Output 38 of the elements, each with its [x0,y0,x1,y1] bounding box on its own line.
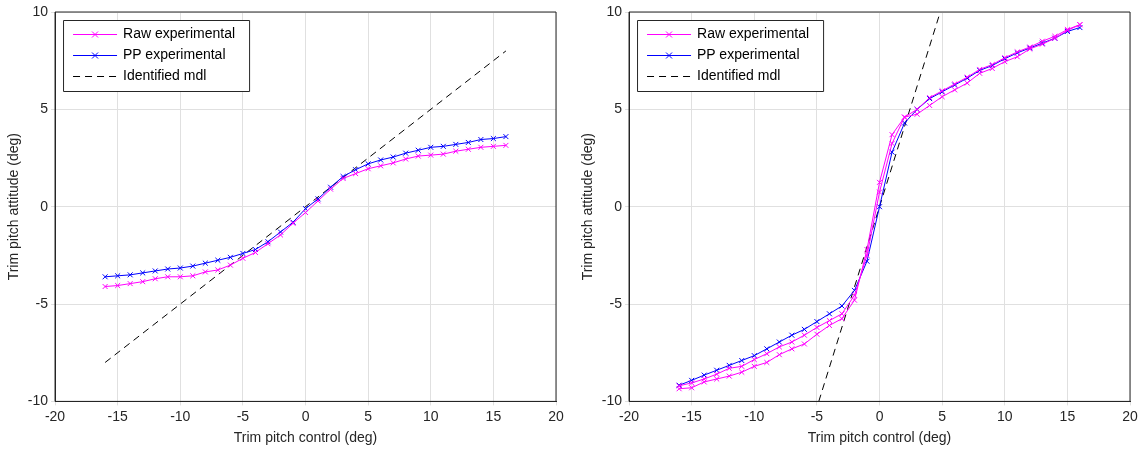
x-tick-label: 5 [938,407,947,424]
x-tick-label: 15 [1059,407,1076,424]
x-tick-label: -10 [170,407,191,424]
y-tick-label: 10 [606,2,623,19]
x-tick-label: -15 [107,407,128,424]
y-axis-title: Trim pitch attitude (deg) [5,133,22,281]
x-axis-title: Trim pitch control (deg) [807,429,952,446]
x-tick-label: -20 [618,407,640,424]
x-tick-label: -20 [44,407,66,424]
x-tick-label: 0 [301,407,310,424]
y-tick-label: -10 [27,392,49,409]
x-tick-label: 15 [485,407,502,424]
legend-label: PP experimental [123,46,226,63]
y-tick-label: 10 [32,2,49,19]
x-tick-label: -5 [810,407,824,424]
x-tick-label: 20 [548,407,564,424]
y-axis-title: Trim pitch attitude (deg) [579,133,596,281]
y-tick-label: -5 [35,294,49,311]
legend-label: Identified mdl [697,67,781,84]
x-tick-label: 10 [996,407,1013,424]
x-tick-label: 10 [422,407,439,424]
x-tick-label: 20 [1122,407,1138,424]
legend-label: PP experimental [697,46,800,63]
y-tick-label: 5 [614,100,623,117]
y-tick-label: 0 [40,197,49,214]
y-tick-label: -10 [601,392,623,409]
x-tick-label: 5 [364,407,373,424]
legend-label: Raw experimental [123,25,236,42]
legend-label: Raw experimental [697,25,810,42]
x-tick-label: -15 [681,407,702,424]
y-tick-label: 5 [40,100,49,117]
y-tick-label: -5 [609,294,623,311]
y-tick-label: 0 [614,197,623,214]
x-tick-label: -10 [744,407,765,424]
x-axis-title: Trim pitch control (deg) [233,429,378,446]
legend-label: Identified mdl [123,67,207,84]
x-tick-label: 0 [875,407,884,424]
x-tick-label: -5 [236,407,250,424]
